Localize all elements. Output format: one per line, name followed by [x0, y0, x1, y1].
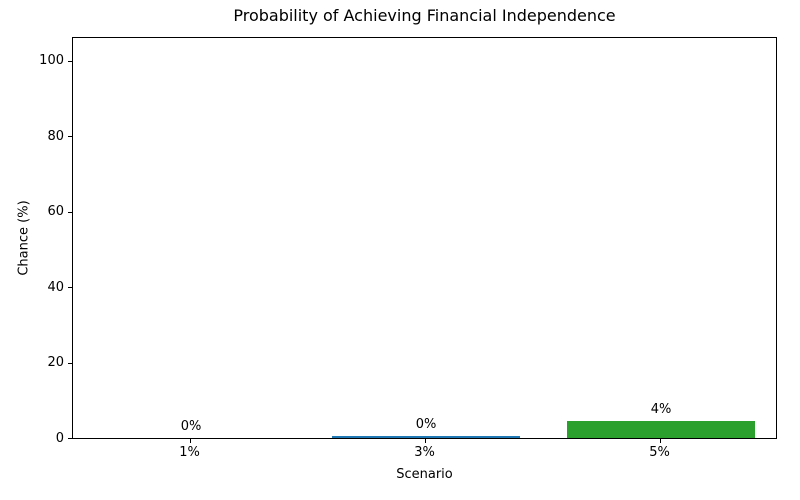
x-tick-label: 5%: [649, 445, 670, 460]
x-tick-mark: [659, 439, 661, 443]
bar: [332, 436, 520, 438]
y-tick-label: 60: [47, 204, 64, 220]
y-tick-label: 0: [55, 430, 64, 446]
bar-value-label: 0%: [415, 417, 437, 432]
y-tick-mark: [68, 287, 72, 289]
y-tick-mark: [68, 362, 72, 364]
x-tick-mark: [189, 439, 191, 443]
y-tick-mark: [68, 438, 72, 439]
plot-area: 0% 0% 4%: [72, 37, 777, 439]
y-tick-label: 40: [47, 279, 64, 295]
y-tick-mark: [68, 60, 72, 62]
y-tick-label: 80: [47, 128, 64, 144]
y-tick-label: 100: [39, 53, 64, 69]
y-tick-label: 20: [47, 355, 64, 371]
x-axis-label: Scenario: [396, 467, 453, 482]
y-tick-mark: [68, 136, 72, 138]
bar: [567, 421, 755, 438]
bar-value-label: 4%: [650, 402, 672, 417]
y-tick-mark: [68, 211, 72, 213]
chart-title: Probability of Achieving Financial Indep…: [233, 6, 616, 25]
x-tick-label: 3%: [414, 445, 435, 460]
bar-value-label: 0%: [180, 419, 202, 434]
x-tick-label: 1%: [179, 445, 200, 460]
x-tick-mark: [424, 439, 426, 443]
